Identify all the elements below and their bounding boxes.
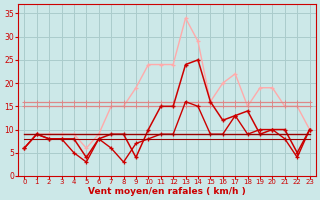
X-axis label: Vent moyen/en rafales ( km/h ): Vent moyen/en rafales ( km/h ) bbox=[88, 187, 246, 196]
